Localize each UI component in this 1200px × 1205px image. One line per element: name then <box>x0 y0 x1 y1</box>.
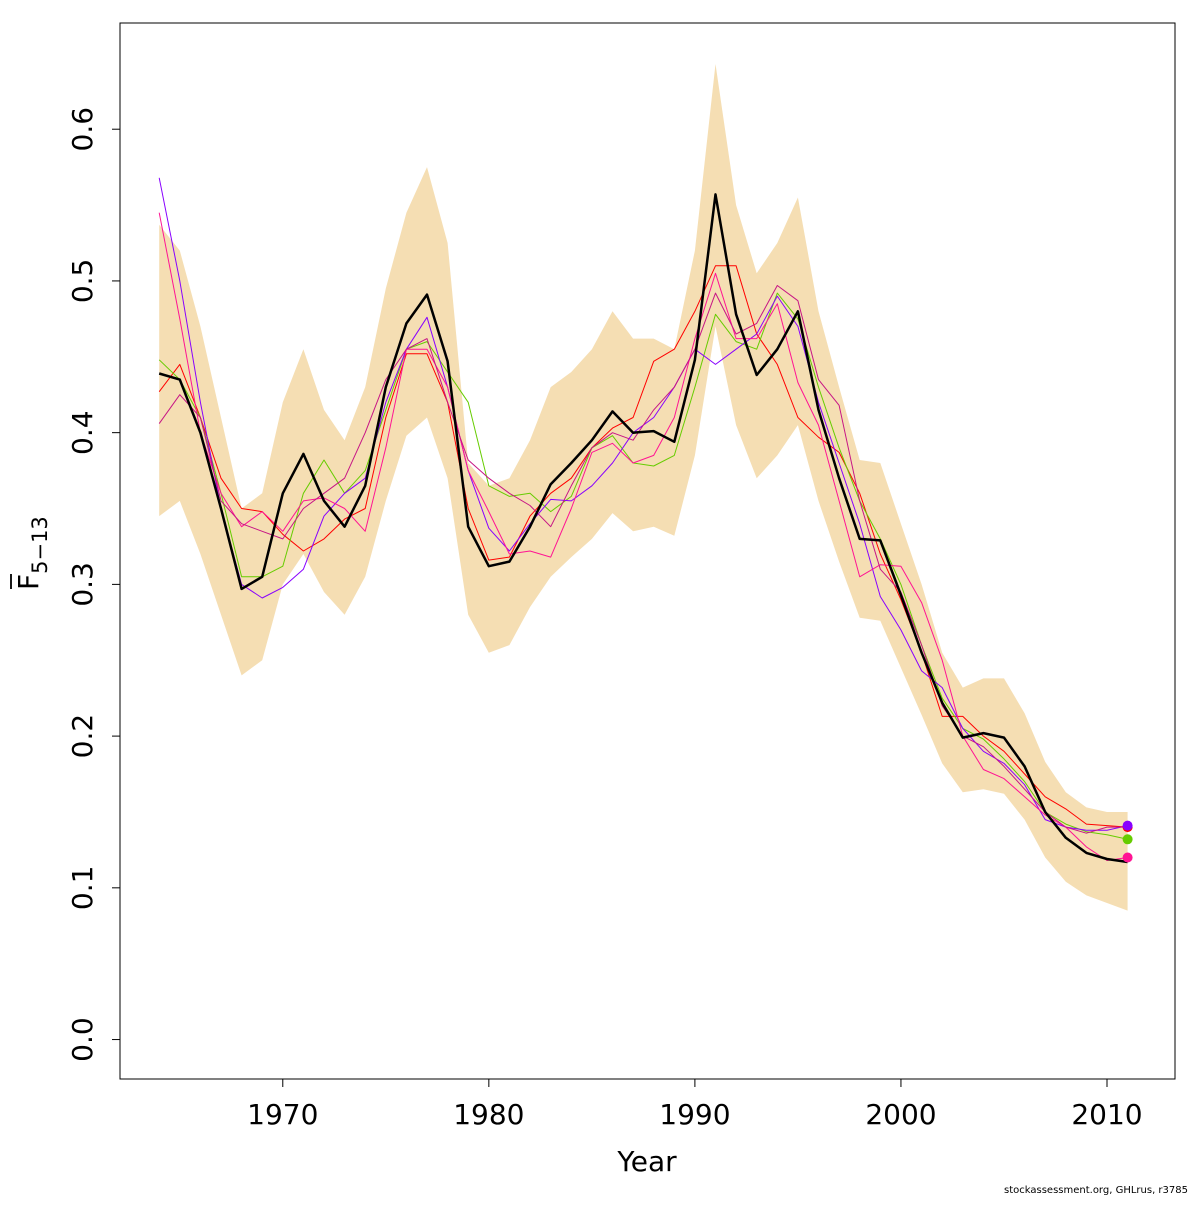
x-tick-label-0: 1970 <box>247 1098 318 1131</box>
y-tick-label-5: 0.5 <box>66 259 99 304</box>
series-lines <box>158 177 1128 864</box>
band-area <box>159 64 1128 911</box>
footer-note: stockassessment.org, GHLrus, r3785 <box>1004 1185 1188 1196</box>
y-tick-label-0: 0.0 <box>66 1017 99 1062</box>
x-tick-label-3: 2000 <box>865 1098 936 1131</box>
end-point-2 <box>1122 834 1133 845</box>
series-line-0 <box>158 193 1128 864</box>
end-point-4 <box>1122 852 1133 863</box>
series-line-2 <box>158 292 1128 840</box>
x-axis-label: Year <box>616 1145 677 1178</box>
series-line-1 <box>158 265 1128 828</box>
y-tick-label-4: 0.4 <box>66 410 99 455</box>
x-tick-label-2: 1990 <box>659 1098 730 1131</box>
y-axis-label: F5−13 <box>10 516 52 590</box>
end-markers <box>1122 820 1133 863</box>
svg-text:F5−13: F5−13 <box>12 516 52 590</box>
series-line-4 <box>158 212 1128 861</box>
y-tick-label-2: 0.2 <box>66 714 99 759</box>
y-axis: 0.0 0.1 0.2 0.3 0.4 0.5 0.6 <box>66 107 120 1062</box>
y-axis-label-main: F <box>12 574 45 590</box>
y-tick-label-3: 0.3 <box>66 562 99 607</box>
y-axis-label-sub: 5−13 <box>28 516 52 574</box>
x-tick-label-4: 2010 <box>1071 1098 1142 1131</box>
x-tick-label-1: 1980 <box>453 1098 524 1131</box>
y-tick-label-1: 0.1 <box>66 866 99 911</box>
plot-frame <box>119 22 1176 1080</box>
y-tick-label-6: 0.6 <box>66 107 99 152</box>
confidence-band <box>159 64 1128 911</box>
x-axis: 1970 1980 1990 2000 2010 <box>247 1079 1143 1131</box>
end-point-3 <box>1122 820 1133 831</box>
